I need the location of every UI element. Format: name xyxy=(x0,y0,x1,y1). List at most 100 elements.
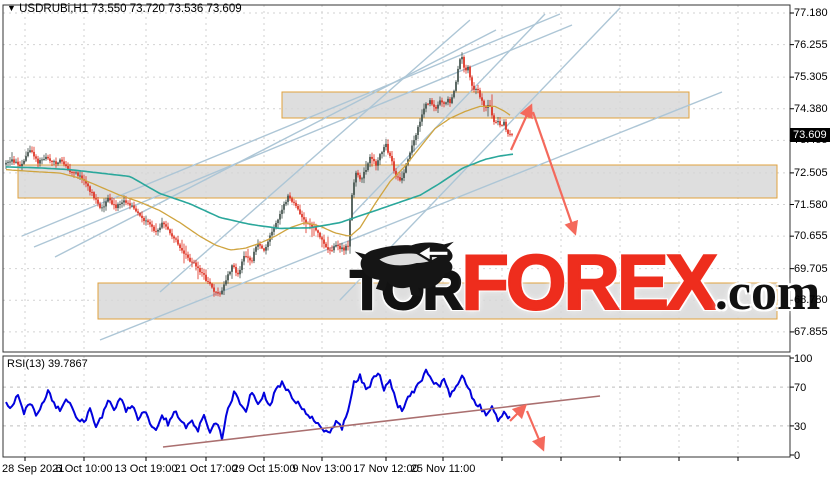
candle-body xyxy=(343,247,345,251)
trend-channel-line[interactable] xyxy=(54,29,497,258)
candle-body xyxy=(139,213,141,216)
candle-body xyxy=(173,236,175,239)
candle-body xyxy=(229,271,231,275)
candle-body xyxy=(13,159,15,163)
candle-body xyxy=(87,183,89,187)
candle-body xyxy=(101,207,103,209)
candle-body xyxy=(27,152,29,157)
candle-body xyxy=(463,57,465,68)
candle-body xyxy=(151,224,153,227)
candle-body xyxy=(289,195,291,199)
candle-body xyxy=(43,159,45,160)
candle-body xyxy=(89,186,91,192)
candle-body xyxy=(105,201,107,207)
candle-body xyxy=(489,104,491,106)
candle-body xyxy=(327,247,329,250)
candle-body xyxy=(59,159,61,163)
candle-body xyxy=(119,203,121,205)
forecast-arrow[interactable] xyxy=(525,410,546,452)
candle-body xyxy=(399,177,401,181)
candle-body xyxy=(281,209,283,215)
candle-body xyxy=(157,229,159,232)
candle-body xyxy=(371,156,373,159)
candle-body xyxy=(165,224,167,227)
candle-body xyxy=(197,266,199,269)
candle-body xyxy=(317,230,319,233)
candle-body xyxy=(425,103,427,109)
candle-body xyxy=(167,226,169,230)
candle-body xyxy=(433,104,435,107)
candle-body xyxy=(9,161,11,163)
candle-body xyxy=(147,220,149,223)
candle-body xyxy=(273,228,275,232)
symbol-dropdown-icon[interactable]: ▼ xyxy=(7,3,16,13)
candle-body xyxy=(453,90,455,98)
candle-body xyxy=(283,203,285,210)
candle-body xyxy=(135,208,137,212)
candle-body xyxy=(447,98,449,103)
candle-body xyxy=(223,284,225,291)
forecast-arrow[interactable] xyxy=(531,111,579,236)
candle-body xyxy=(475,88,477,90)
candle-body xyxy=(465,67,467,71)
candle-body xyxy=(47,156,49,159)
candle-body xyxy=(25,156,27,161)
candle-body xyxy=(237,272,239,275)
forecast-arrow[interactable] xyxy=(509,403,528,422)
candle-body xyxy=(137,211,139,214)
candle-body xyxy=(353,182,355,195)
forecast-arrow[interactable] xyxy=(509,103,533,151)
candle-body xyxy=(379,154,381,161)
rsi-trendline[interactable] xyxy=(162,395,601,448)
trend-channel-line[interactable] xyxy=(33,24,573,248)
candle-body xyxy=(341,247,343,250)
candle-body xyxy=(277,219,279,224)
candle-body xyxy=(241,261,243,270)
candle-body xyxy=(301,214,303,218)
candle-body xyxy=(217,292,219,294)
candle-body xyxy=(231,265,233,272)
candle-body xyxy=(129,203,131,206)
candle-body xyxy=(287,195,289,202)
candle-body xyxy=(261,245,263,249)
candle-body xyxy=(335,245,337,247)
candle-body xyxy=(293,201,295,203)
candle-body xyxy=(479,90,481,98)
candle-body xyxy=(337,245,339,247)
trend-channel-line[interactable] xyxy=(99,91,723,341)
candle-body xyxy=(111,200,113,205)
candle-body xyxy=(499,121,501,126)
candle-body xyxy=(373,158,375,162)
candle-body xyxy=(143,217,145,221)
candle-body xyxy=(159,227,161,230)
candle-body xyxy=(419,121,421,127)
candle-body xyxy=(383,147,385,153)
rsi-panel-frame xyxy=(2,355,791,458)
candle-body xyxy=(431,100,433,105)
candle-body xyxy=(233,265,235,268)
candle-body xyxy=(321,237,323,240)
trend-channel-line[interactable] xyxy=(159,19,471,293)
candle-body xyxy=(125,200,127,203)
candle-body xyxy=(45,156,47,160)
candle-body xyxy=(403,172,405,178)
candle-body xyxy=(459,59,461,69)
candle-body xyxy=(145,220,147,222)
candle-body xyxy=(107,197,109,202)
ma-slow-teal xyxy=(5,153,514,230)
candle-body xyxy=(95,198,97,200)
candle-body xyxy=(19,164,21,167)
candle-body xyxy=(295,202,297,206)
candle-body xyxy=(7,161,9,163)
candle-body xyxy=(469,66,471,78)
candle-body xyxy=(351,194,353,221)
candle-body xyxy=(161,222,163,228)
candle-body xyxy=(195,262,197,267)
candle-body xyxy=(483,100,485,107)
trend-channel-line[interactable] xyxy=(351,13,546,216)
candle-body xyxy=(235,267,237,273)
candle-body xyxy=(297,205,299,210)
candle-body xyxy=(505,121,507,130)
candle-body xyxy=(417,126,419,135)
